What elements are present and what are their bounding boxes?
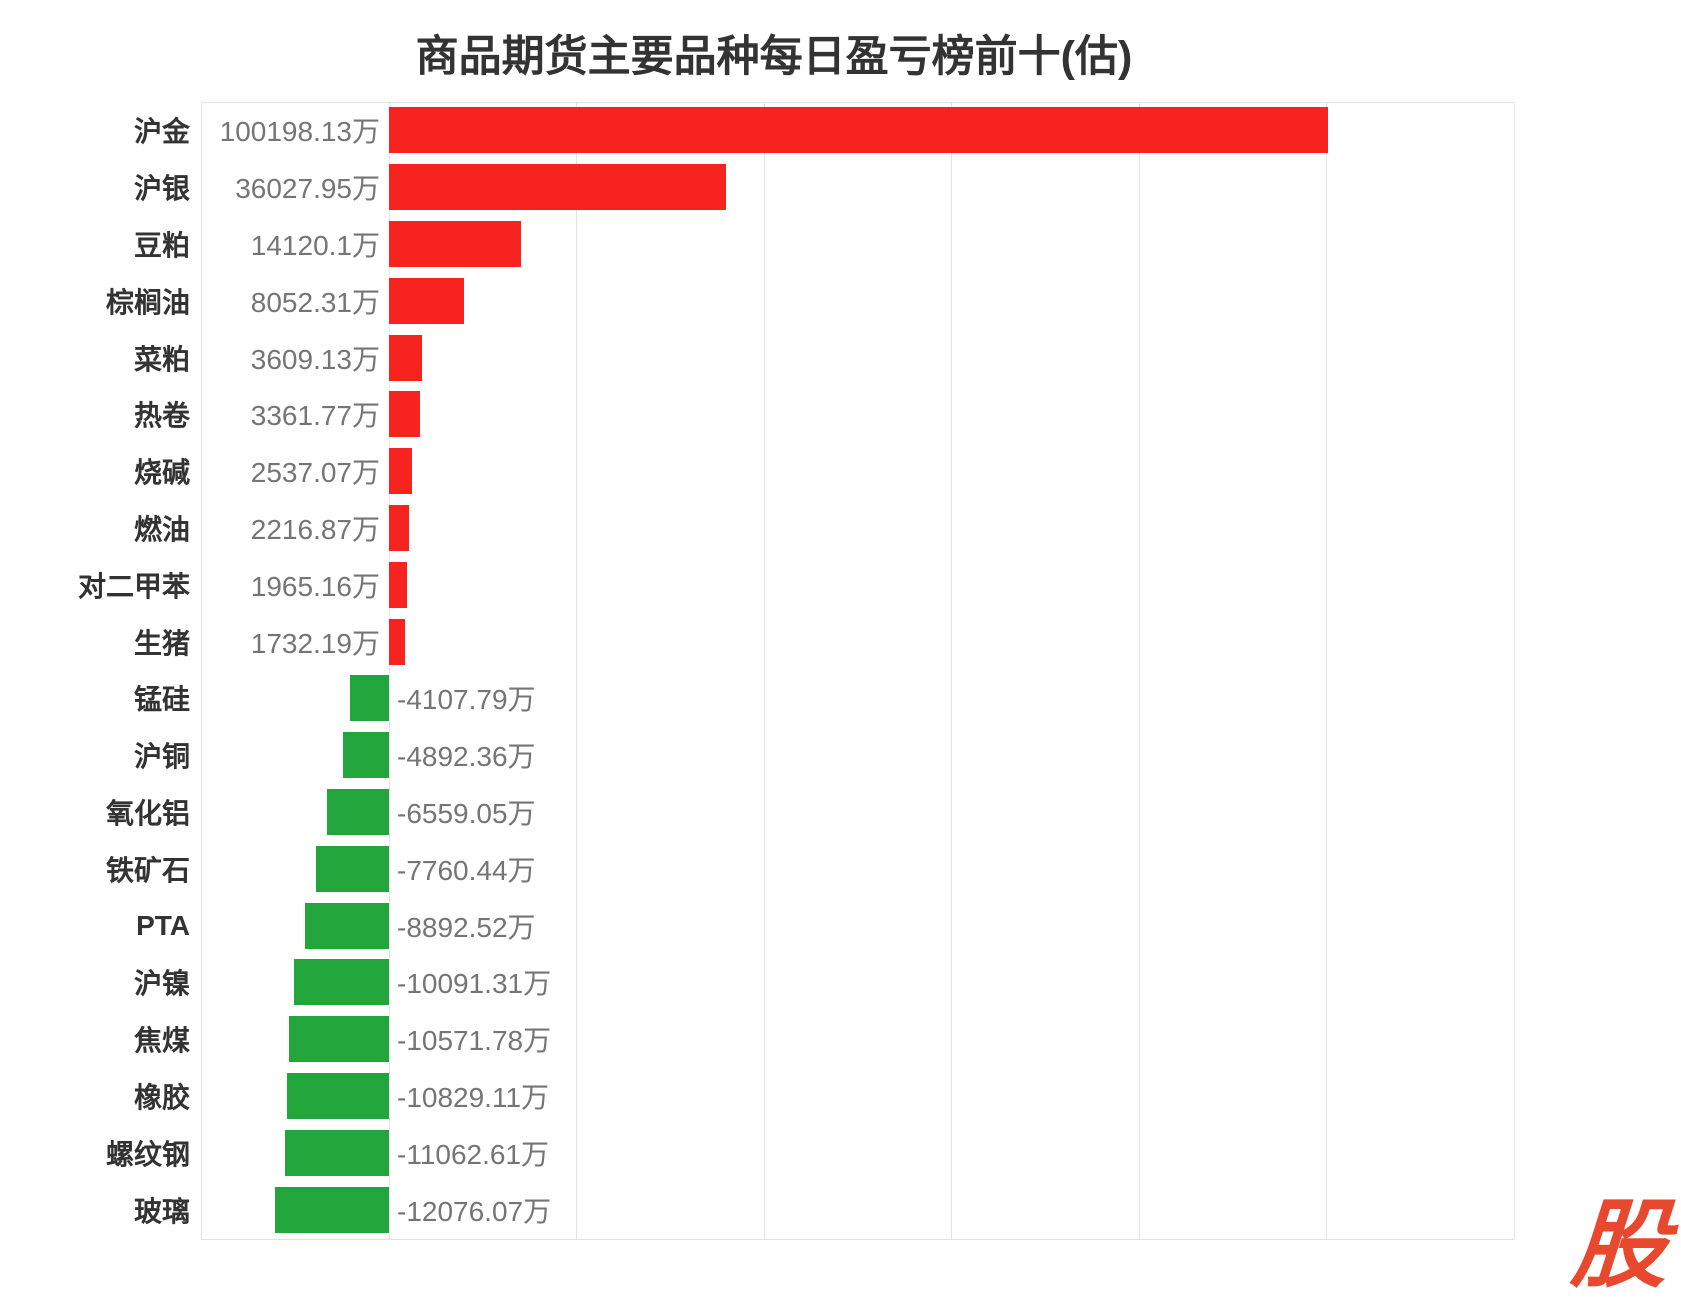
value-label: -4107.79万	[397, 684, 536, 716]
category-label: 棕榈油	[105, 286, 190, 318]
value-label: 36027.95万	[235, 173, 380, 205]
bar-row: 锰硅 -4107.79万	[0, 670, 1681, 727]
bar-negative	[289, 1016, 389, 1063]
value-label: 1965.16万	[250, 570, 380, 602]
bar-positive	[388, 220, 521, 267]
category-label: 玻璃	[133, 1195, 190, 1227]
bar-negative	[350, 675, 389, 722]
bar-positive	[388, 448, 413, 495]
bar-row: 棕榈油 8052.31万	[0, 272, 1681, 329]
category-label: 烧碱	[133, 457, 190, 489]
bar-positive	[388, 561, 407, 608]
bar-row: 氧化铝 -6559.05万	[0, 784, 1681, 841]
bar-row: 沪铜 -4892.36万	[0, 727, 1681, 784]
gridline	[1514, 103, 1515, 1239]
category-label: 菜粕	[133, 343, 190, 375]
value-label: -7760.44万	[397, 854, 536, 886]
value-label: 14120.1万	[250, 229, 380, 261]
value-label: -11062.61万	[397, 1138, 550, 1170]
category-label: 沪金	[133, 116, 190, 148]
value-label: -10829.11万	[397, 1081, 550, 1113]
category-label: PTA	[136, 909, 190, 941]
category-label: 焦煤	[133, 1025, 190, 1057]
gridline	[1326, 103, 1328, 1239]
category-label: 生猪	[133, 627, 190, 659]
category-label: 对二甲苯	[77, 570, 190, 602]
value-label: 3361.77万	[250, 400, 380, 432]
gridline	[763, 103, 765, 1239]
bar-negative	[293, 959, 389, 1006]
gridline	[951, 103, 953, 1239]
bar-positive	[388, 391, 421, 438]
gridline	[576, 103, 578, 1239]
bar-negative	[287, 1072, 389, 1119]
value-label: -10091.31万	[397, 968, 552, 1000]
bar-negative	[305, 902, 389, 949]
bar-negative	[342, 732, 389, 779]
bar-row: 铁矿石 -7760.44万	[0, 840, 1681, 897]
bar-row: 热卷 3361.77万	[0, 386, 1681, 443]
category-label: 螺纹钢	[105, 1138, 190, 1170]
bar-negative	[327, 788, 389, 835]
bar-negative	[315, 845, 389, 892]
bar-row: 烧碱 2537.07万	[0, 443, 1681, 500]
bar-row: 沪金 100198.13万	[0, 102, 1681, 159]
gridline	[1138, 103, 1140, 1239]
value-label: -8892.52万	[397, 911, 536, 943]
gridline	[388, 103, 390, 1239]
value-label: 2537.07万	[250, 457, 380, 489]
bar-row: 燃油 2216.87万	[0, 500, 1681, 557]
bar-row: 焦煤 -10571.78万	[0, 1011, 1681, 1068]
category-label: 豆粕	[133, 229, 190, 261]
bar-positive	[388, 334, 423, 381]
value-label: 8052.31万	[250, 286, 380, 318]
category-label: 沪铜	[133, 741, 190, 773]
bar-row: 螺纹钢 -11062.61万	[0, 1124, 1681, 1181]
bar-positive	[388, 504, 410, 551]
category-label: 橡胶	[133, 1081, 190, 1113]
bar-negative	[284, 1129, 389, 1176]
value-label: 100198.13万	[219, 116, 380, 148]
bar-positive	[388, 164, 727, 211]
value-label: -10571.78万	[397, 1025, 552, 1057]
bar-row: 沪镍 -10091.31万	[0, 954, 1681, 1011]
category-label: 氧化铝	[105, 797, 190, 829]
category-label: 热卷	[133, 400, 190, 432]
value-label: 3609.13万	[250, 343, 380, 375]
category-label: 沪镍	[133, 968, 190, 1000]
plot-area	[201, 102, 1515, 1240]
bar-row: 沪银 36027.95万	[0, 159, 1681, 216]
bar-positive	[388, 277, 465, 324]
value-label: -12076.07万	[397, 1195, 552, 1227]
category-label: 沪银	[133, 173, 190, 205]
category-label: 铁矿石	[105, 854, 190, 886]
gridline	[201, 103, 202, 1239]
value-label: 1732.19万	[250, 627, 380, 659]
bar-row: 橡胶 -10829.11万	[0, 1068, 1681, 1125]
category-label: 锰硅	[133, 684, 190, 716]
bar-row: 对二甲苯 1965.16万	[0, 556, 1681, 613]
bar-row: 生猪 1732.19万	[0, 613, 1681, 670]
value-label: 2216.87万	[250, 513, 380, 545]
bar-row: 豆粕 14120.1万	[0, 216, 1681, 273]
value-label: -6559.05万	[397, 797, 536, 829]
bar-negative	[275, 1186, 389, 1233]
bar-row: 玻璃 -12076.07万	[0, 1181, 1681, 1238]
bar-positive	[388, 107, 1329, 154]
bar-positive	[388, 618, 405, 665]
bar-row: 菜粕 3609.13万	[0, 329, 1681, 386]
bar-row: PTA -8892.52万	[0, 897, 1681, 954]
category-label: 燃油	[133, 513, 190, 545]
chart-title: 商品期货主要品种每日盈亏榜前十(估)	[415, 33, 1133, 81]
value-label: -4892.36万	[397, 741, 536, 773]
